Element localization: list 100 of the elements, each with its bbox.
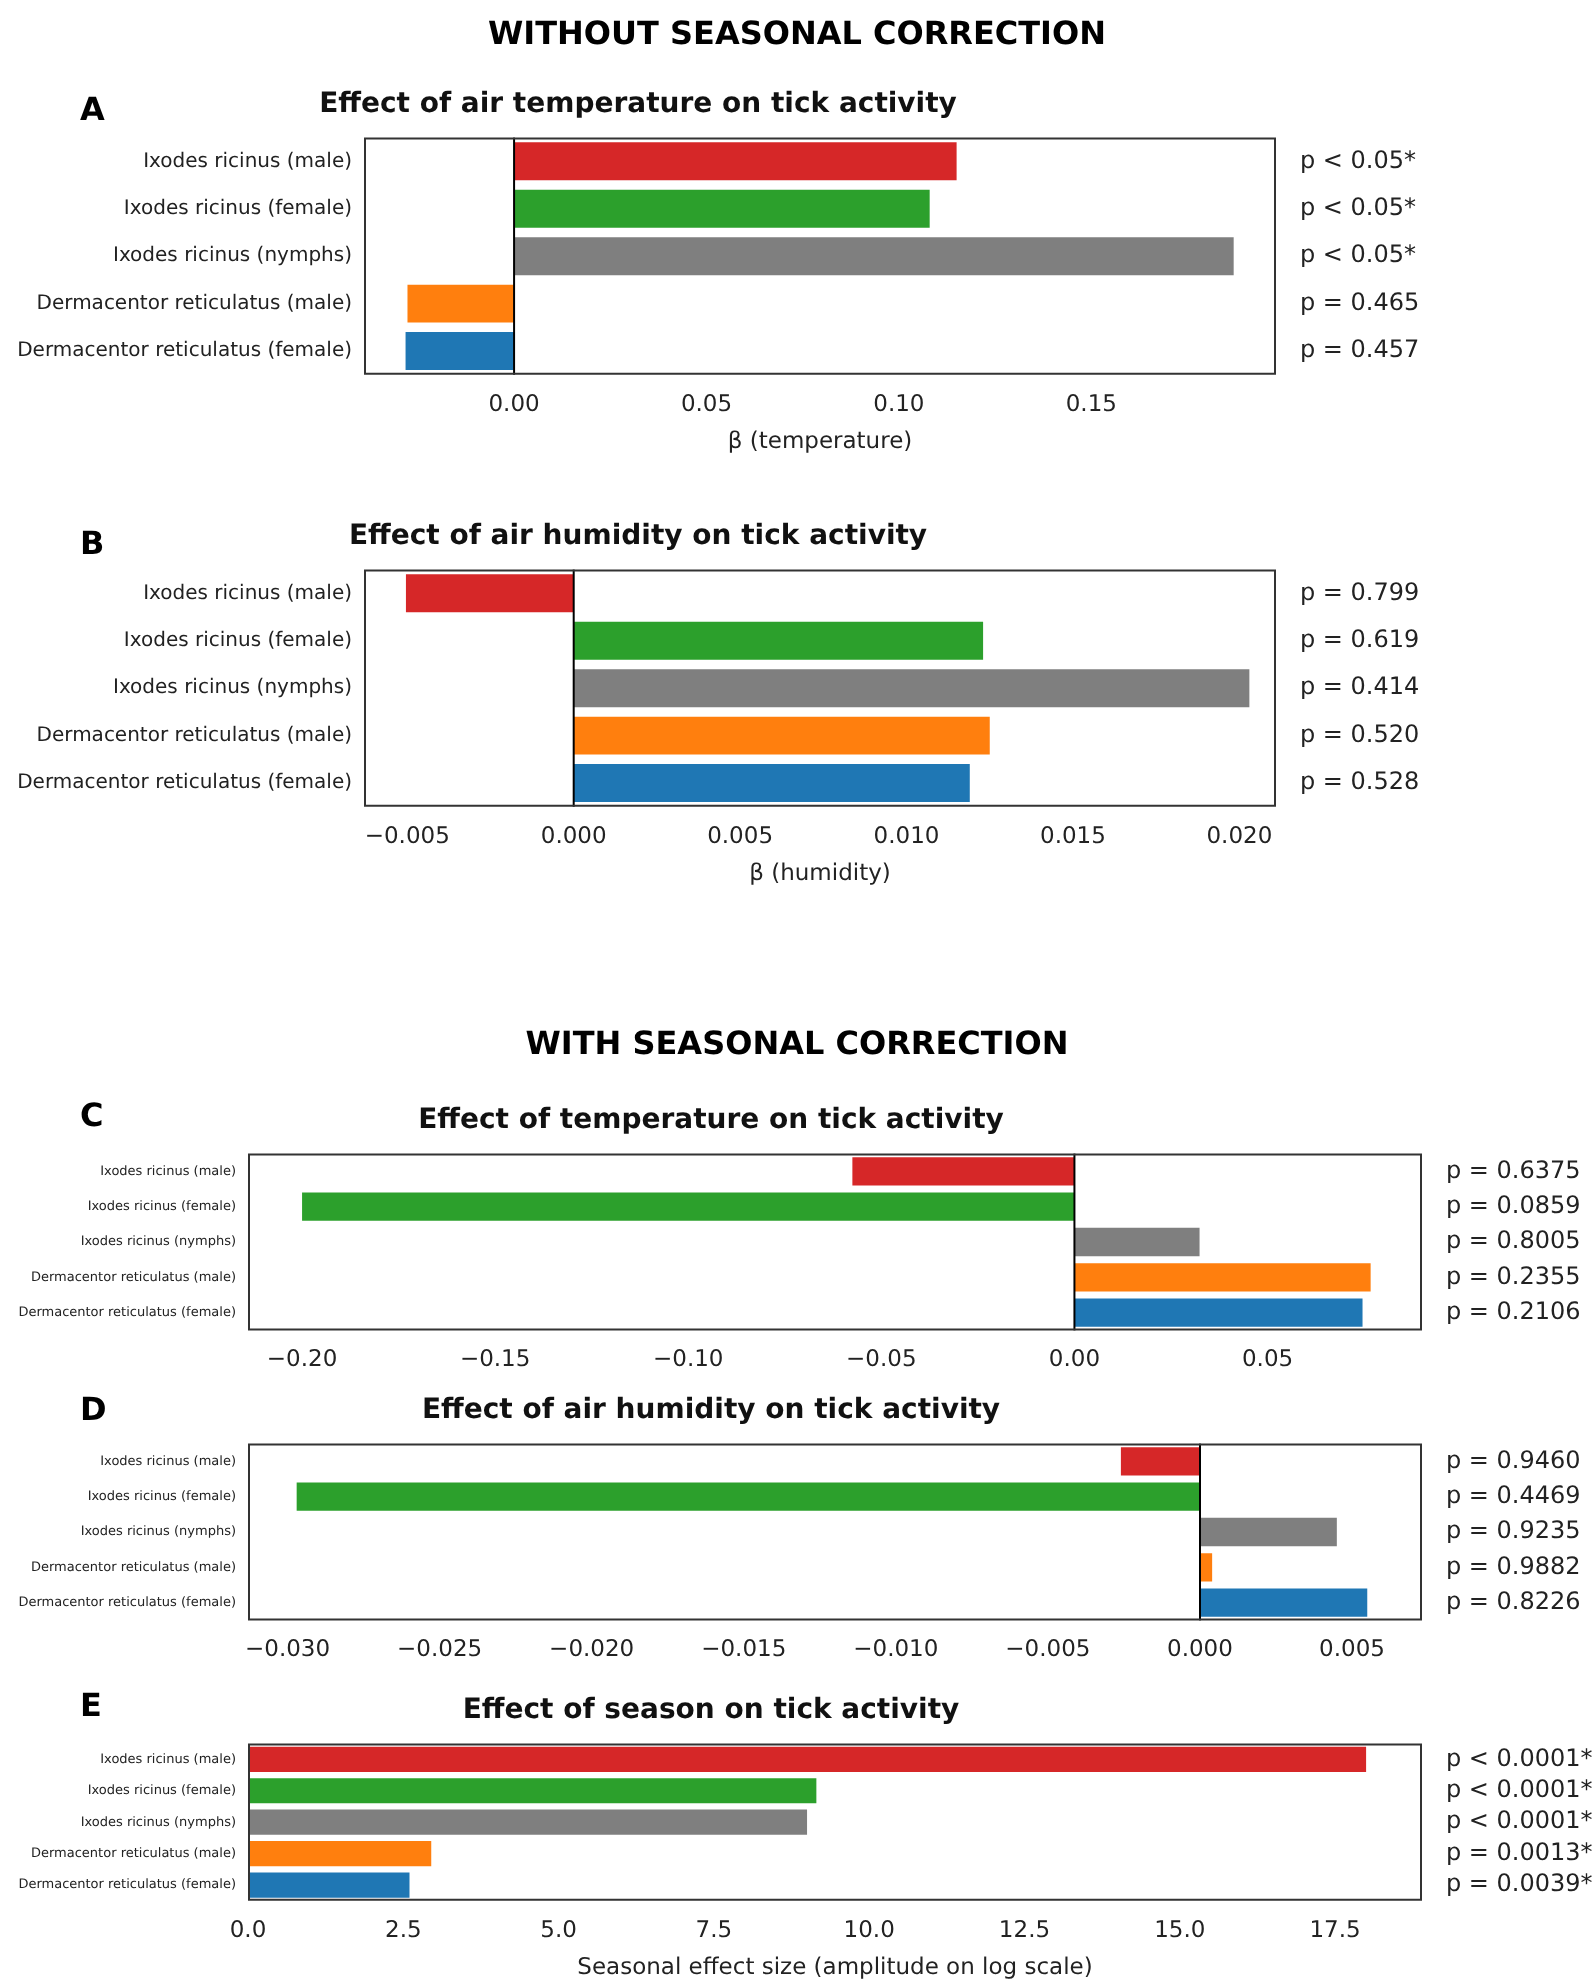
x-tick-label: 0.00 bbox=[488, 388, 540, 417]
x-tick-label: 0.10 bbox=[873, 388, 925, 417]
bar bbox=[852, 1157, 1075, 1186]
y-tick-label: Ixodes ricinus (male) bbox=[143, 582, 353, 605]
x-tick-label: 0.000 bbox=[540, 820, 607, 849]
x-tick-label: 0.15 bbox=[1065, 388, 1117, 417]
text: WITHOUT SEASONAL CORRECTION bbox=[486, 14, 1108, 52]
y-tick-label: Ixodes ricinus (female) bbox=[123, 629, 353, 652]
x-tick-label: 0.015 bbox=[1040, 820, 1106, 849]
y-tick-label: Dermacentor reticulatus (female) bbox=[17, 772, 353, 795]
chart-title: Effect of air humidity on tick activity bbox=[348, 520, 928, 553]
bar bbox=[248, 1841, 432, 1867]
text: p = 0.9235 bbox=[1446, 1516, 1581, 1545]
text: A bbox=[80, 90, 105, 128]
bar bbox=[296, 1482, 1200, 1511]
x-tick-label: 0.0 bbox=[229, 1914, 267, 1943]
text: p < 0.05* bbox=[1300, 145, 1417, 174]
chart-title: Effect of air temperature on tick activity bbox=[319, 88, 957, 121]
x-tick-label: 7.5 bbox=[695, 1914, 733, 1943]
bar bbox=[248, 1809, 808, 1835]
x-axis-title: β (temperature) bbox=[727, 426, 913, 455]
text: p = 0.619 bbox=[1300, 625, 1420, 654]
x-tick-label: 0.00 bbox=[1048, 1344, 1101, 1373]
bar bbox=[248, 1746, 1367, 1772]
text: D bbox=[80, 1390, 107, 1428]
x-tick-label: −0.15 bbox=[459, 1344, 531, 1373]
text: C bbox=[80, 1096, 104, 1134]
bar bbox=[1120, 1447, 1200, 1476]
x-axis-title: Seasonal effect size (amplitude on log scale) bbox=[577, 1952, 1093, 1981]
x-tick-label: 0.05 bbox=[680, 388, 733, 417]
chart-title: Effect of temperature on tick activity bbox=[418, 1104, 1004, 1137]
bar bbox=[573, 669, 1250, 708]
x-tick-label: 5.0 bbox=[540, 1914, 577, 1943]
x-tick-label: −0.05 bbox=[846, 1344, 917, 1373]
text: p = 0.0013* bbox=[1446, 1837, 1593, 1866]
bar bbox=[573, 764, 970, 803]
text: p = 0.9882 bbox=[1446, 1551, 1581, 1580]
bar bbox=[248, 1872, 410, 1898]
text: p = 0.799 bbox=[1300, 577, 1420, 606]
x-tick-label: 12.5 bbox=[998, 1914, 1051, 1943]
y-tick-label: Ixodes ricinus (male) bbox=[143, 150, 353, 173]
y-tick-label: Ixodes ricinus (female) bbox=[123, 197, 353, 220]
bar bbox=[302, 1192, 1075, 1221]
bar bbox=[407, 284, 515, 323]
bar bbox=[514, 237, 1234, 276]
x-tick-label: −0.020 bbox=[549, 1634, 635, 1663]
x-tick-label: 17.5 bbox=[1309, 1914, 1361, 1943]
text: p = 0.0859 bbox=[1446, 1190, 1581, 1219]
x-tick-label: 10.0 bbox=[843, 1914, 895, 1943]
text: p = 0.9460 bbox=[1446, 1445, 1581, 1474]
text: p = 0.457 bbox=[1300, 335, 1420, 364]
x-tick-label: 0.010 bbox=[873, 820, 940, 849]
x-tick-label: −0.005 bbox=[1005, 1634, 1091, 1663]
text: p = 0.4469 bbox=[1446, 1480, 1581, 1509]
chart-title: Effect of air humidity on tick activity bbox=[421, 1394, 1001, 1427]
text: p = 0.2355 bbox=[1446, 1261, 1581, 1290]
text: p = 0.520 bbox=[1300, 719, 1420, 748]
x-tick-label: 0.005 bbox=[1319, 1634, 1385, 1663]
bar bbox=[514, 142, 957, 181]
bar bbox=[1074, 1227, 1200, 1257]
text: p = 0.2106 bbox=[1446, 1296, 1581, 1325]
bar bbox=[1199, 1588, 1368, 1617]
text: p = 0.465 bbox=[1300, 287, 1420, 316]
x-tick-label: 0.05 bbox=[1241, 1344, 1294, 1373]
y-tick-label: Ixodes ricinus (nymphs) bbox=[113, 245, 353, 268]
bar bbox=[573, 716, 990, 755]
x-tick-label: 0.020 bbox=[1206, 820, 1273, 849]
text: p = 0.0039* bbox=[1446, 1869, 1593, 1898]
text: p = 0.528 bbox=[1300, 767, 1420, 796]
x-axis-title: β (humidity) bbox=[749, 858, 891, 887]
text: p < 0.05* bbox=[1300, 193, 1417, 222]
text: E bbox=[80, 1686, 102, 1724]
y-tick-label: Dermacentor reticulatus (male) bbox=[36, 292, 353, 315]
x-tick-label: −0.030 bbox=[244, 1634, 331, 1663]
text: p < 0.0001* bbox=[1446, 1775, 1593, 1804]
text: B bbox=[80, 524, 105, 562]
y-tick-label: Ixodes ricinus (nymphs) bbox=[113, 677, 353, 700]
bar bbox=[405, 332, 515, 371]
text: p = 0.8226 bbox=[1446, 1586, 1581, 1615]
text: WITH SEASONAL CORRECTION bbox=[523, 1024, 1071, 1062]
text: p = 0.414 bbox=[1300, 672, 1420, 701]
x-tick-label: 15.0 bbox=[1154, 1914, 1206, 1943]
text: p = 0.6375 bbox=[1446, 1155, 1581, 1184]
bar bbox=[248, 1778, 817, 1804]
x-tick-label: −0.10 bbox=[653, 1344, 724, 1373]
y-tick-label: Dermacentor reticulatus (female) bbox=[17, 340, 353, 363]
y-tick-label: Dermacentor reticulatus (male) bbox=[36, 724, 353, 747]
x-tick-label: −0.010 bbox=[853, 1634, 939, 1663]
text: p < 0.0001* bbox=[1446, 1743, 1593, 1772]
x-tick-label: 2.5 bbox=[384, 1914, 422, 1943]
chart-title: Effect of season on tick activity bbox=[462, 1694, 960, 1727]
text: p = 0.8005 bbox=[1446, 1226, 1581, 1255]
text: p < 0.05* bbox=[1300, 240, 1417, 269]
x-tick-label: −0.005 bbox=[364, 820, 450, 849]
x-tick-label: −0.025 bbox=[397, 1634, 483, 1663]
bar bbox=[514, 189, 930, 228]
bar bbox=[1074, 1298, 1363, 1327]
x-tick-label: 0.005 bbox=[707, 820, 774, 849]
x-tick-label: −0.20 bbox=[266, 1344, 338, 1373]
bar bbox=[1199, 1553, 1213, 1582]
